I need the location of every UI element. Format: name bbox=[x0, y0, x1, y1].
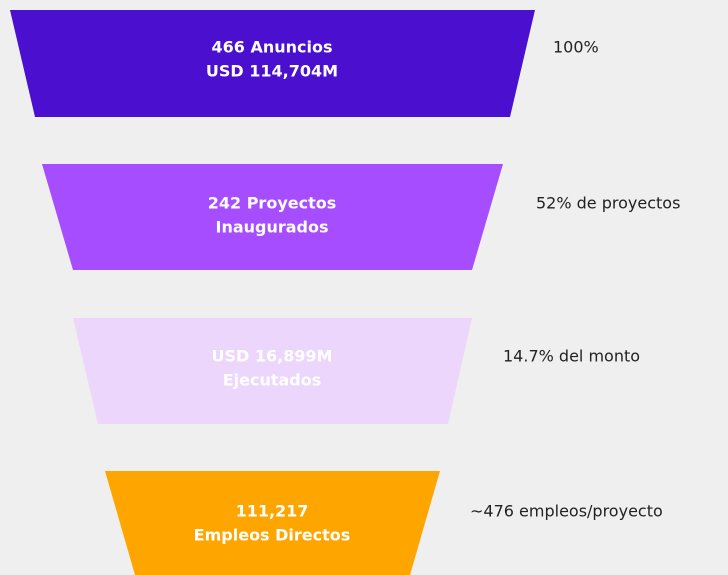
stage-label: USD 16,899M bbox=[211, 347, 332, 366]
stage-label: 242 Proyectos bbox=[208, 194, 337, 213]
stage-note: 100% bbox=[553, 38, 599, 57]
stage-label: 111,217 bbox=[236, 502, 309, 521]
funnel-stage bbox=[42, 164, 503, 270]
stage-note: 14.7% del monto bbox=[503, 347, 640, 366]
stage-note: ~476 empleos/proyecto bbox=[470, 502, 663, 521]
stage-label: USD 114,704M bbox=[206, 62, 338, 81]
stage-label: Ejecutados bbox=[223, 371, 322, 390]
funnel-stage bbox=[73, 318, 472, 424]
funnel-stage bbox=[10, 10, 535, 117]
stage-note: 52% de proyectos bbox=[536, 194, 680, 213]
funnel-stage bbox=[105, 471, 440, 575]
stage-label: 466 Anuncios bbox=[211, 38, 332, 57]
stage-label: Empleos Directos bbox=[194, 526, 351, 545]
stage-label: Inaugurados bbox=[215, 218, 328, 237]
